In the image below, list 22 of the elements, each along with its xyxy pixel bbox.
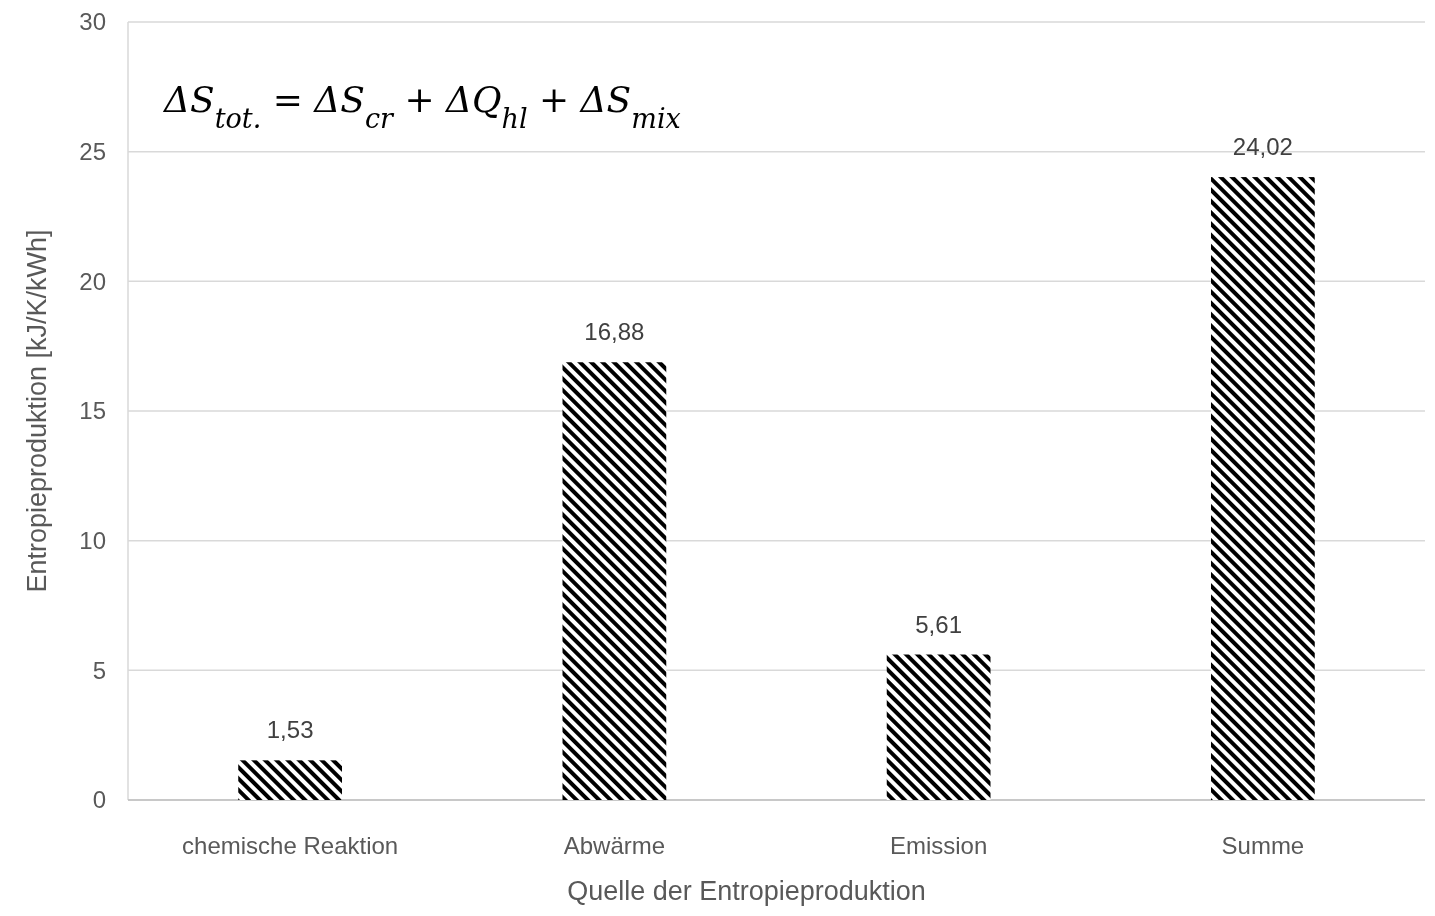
y-axis-title: Entropieproduktion [kJ/K/kWh] (22, 229, 52, 593)
data-label: 1,53 (266, 716, 314, 744)
data-label: 16,88 (584, 318, 645, 346)
y-tick-label: 0 (92, 786, 106, 814)
y-tick-label: 5 (92, 656, 106, 684)
y-tick-label: 20 (79, 267, 106, 295)
annotation: ΔS$_{tot.}$ = ΔS$_{cr}$ + ΔQ$_{hl}$ + ΔS$_{mix}$ (162, 79, 681, 134)
y-tick-label: 30 (79, 8, 106, 36)
data-label: 24,02 (1232, 133, 1293, 161)
data-label: 5,61 (915, 610, 962, 638)
x-tick-label: Abwärme (563, 832, 666, 859)
x-tick-label: Summe (1221, 832, 1305, 859)
y-tick-label: 25 (79, 138, 106, 166)
bar (886, 654, 991, 800)
bar (562, 362, 667, 800)
bar (1210, 177, 1315, 800)
bar (238, 760, 343, 800)
y-tick-label: 10 (79, 527, 106, 555)
x-tick-label: Emission (889, 832, 988, 859)
y-tick-label: 15 (79, 397, 106, 425)
x-axis-title: Quelle der Entropieproduktion (567, 876, 926, 906)
x-tick-label: chemische Reaktion (182, 832, 399, 859)
